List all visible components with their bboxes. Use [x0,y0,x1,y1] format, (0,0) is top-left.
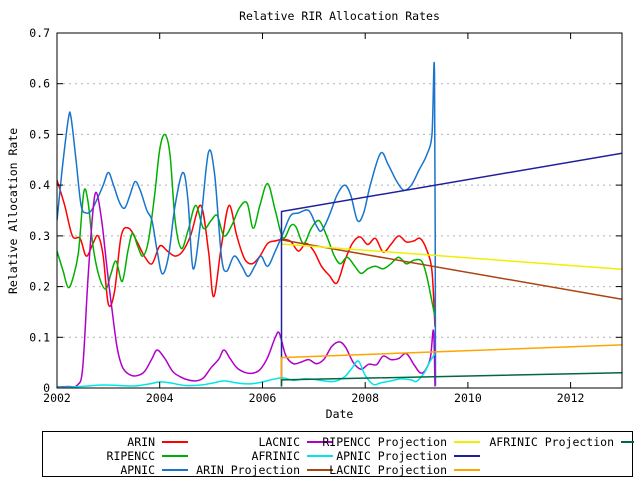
series-arin [57,179,436,328]
y-tick-label: 0.1 [29,330,50,344]
legend-entry-afrinic-projection: AFRINIC Projection [488,435,634,449]
legend-box: ARIN RIPENCC APNIC LACNIC AFRINIC ARIN Projec… [42,431,634,477]
series-lacnic [57,191,436,388]
y-tick-label: 0.5 [29,127,50,141]
series-apnic [57,62,437,386]
x-tick-label: 2012 [557,391,585,405]
legend-line-swatch [162,469,188,471]
series-afrinic [57,353,436,388]
legend-line-swatch [162,455,188,457]
series-lacnic-projection [280,344,622,387]
legend-entry-ripencc-projection: RIPENCC Projection [321,435,480,449]
legend-label: ARIN [127,435,155,449]
legend-line-swatch [454,455,480,457]
legend-column: LACNIC AFRINIC ARIN Projection [194,435,333,477]
legend-entry-apnic: APNIC [45,463,188,477]
legend-column: ARIN RIPENCC APNIC [45,435,188,477]
x-tick-label: 2002 [43,391,71,405]
legend-label: LACNIC Projection [329,463,447,477]
legend-line-swatch [162,441,188,443]
x-tick-label: 2010 [454,391,482,405]
series-afrinic-projection [280,372,622,387]
y-tick-label: 0.3 [29,229,50,243]
legend-entry-arin-projection: ARIN Projection [194,463,333,477]
chart-title: Relative RIR Allocation Rates [239,9,440,23]
legend-column: AFRINIC Projection [488,435,634,449]
y-tick-label: 0.6 [29,77,50,91]
legend-label: APNIC [120,463,155,477]
legend-entry-lacnic-projection: LACNIC Projection [321,463,480,477]
x-axis-title: Date [325,407,354,421]
series-arin-projection [281,239,622,301]
y-tick-label: 0.2 [29,280,50,294]
y-tick-label: 0 [43,381,50,395]
legend-label: ARIN Projection [196,463,300,477]
legend-label: RIPENCC Projection [322,435,447,449]
legend-entry-lacnic: LACNIC [194,435,333,449]
y-tick-label: 0.4 [29,178,50,192]
legend-column: RIPENCC Projection APNIC Projection LACNIC… [321,435,480,477]
plot-frame [56,32,623,389]
x-tick-label: 2004 [146,391,174,405]
legend-line-swatch [307,455,333,457]
legend-label: LACNIC [258,435,300,449]
legend-line-swatch [307,469,333,471]
legend-line-swatch [454,441,480,443]
y-tick-label: 0.7 [29,26,50,40]
legend-label: RIPENCC [106,449,155,463]
series-ripencc [57,133,436,318]
legend-entry-apnic-projection: APNIC Projection [321,449,480,463]
legend-line-swatch [307,441,333,443]
legend-label: AFRINIC Projection [489,435,614,449]
x-tick-label: 2006 [249,391,277,405]
x-tick-label: 2008 [351,391,379,405]
legend-entry-ripencc: RIPENCC [45,449,188,463]
legend-entry-afrinic: AFRINIC [194,449,333,463]
legend-label: APNIC Projection [336,449,447,463]
legend-label: AFRINIC [251,449,300,463]
legend-entry-arin: ARIN [45,435,188,449]
legend-line-swatch [621,441,634,443]
legend-line-swatch [454,469,480,471]
series-apnic-projection [280,152,622,387]
series-ripencc-projection [281,243,622,271]
